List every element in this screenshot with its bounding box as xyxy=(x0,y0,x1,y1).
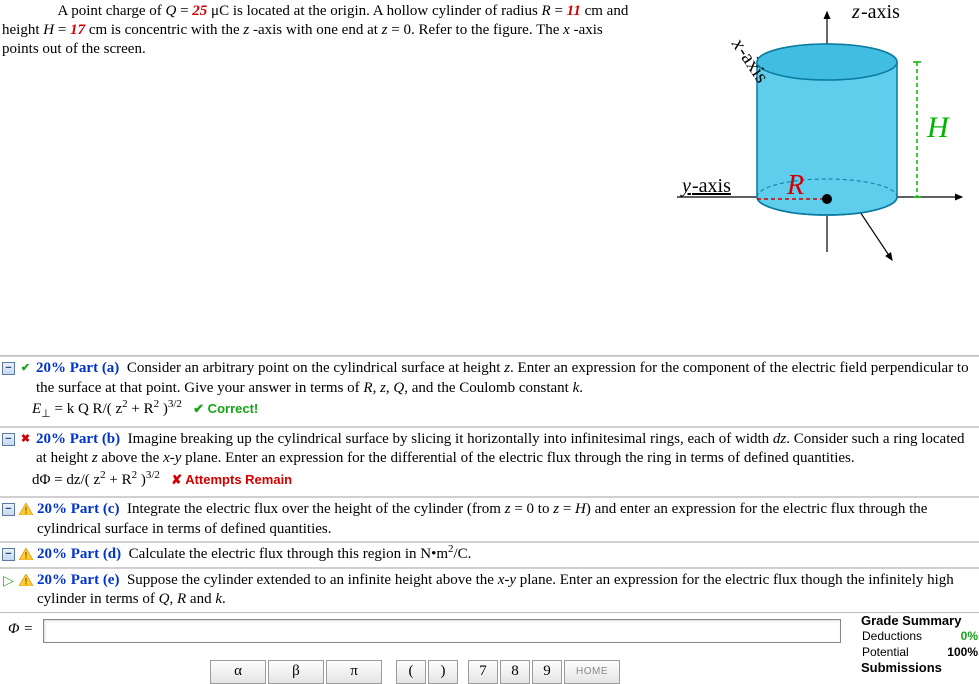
potential-label: Potential xyxy=(861,644,938,660)
correct-status: ✔ Correct! xyxy=(193,401,258,416)
key-beta[interactable]: β xyxy=(268,660,324,684)
part-text: Integrate the electric flux over the hei… xyxy=(37,501,927,537)
text: = xyxy=(554,3,566,19)
check-icon: ✔ xyxy=(19,362,32,375)
part-label: Part (d) xyxy=(71,546,121,562)
svg-text:-axis: -axis xyxy=(692,175,731,197)
z-axis-label: z xyxy=(851,2,860,23)
var-Q: Q xyxy=(165,3,176,19)
part-text: Calculate the electric flux through this… xyxy=(121,546,471,562)
part-d-text: 20% Part (d) Calculate the electric flux… xyxy=(37,545,471,565)
value-Q: 25 xyxy=(192,3,207,19)
answer-area: Φ = Grade Summary Deductions 0% Potentia… xyxy=(0,613,979,660)
key-7[interactable]: 7 xyxy=(468,660,498,684)
warning-icon: ! xyxy=(19,548,33,560)
part-d: − ! 20% Part (d) Calculate the electric … xyxy=(0,542,979,568)
part-label: Part (b) xyxy=(70,431,120,447)
percent: 20% xyxy=(36,431,66,447)
svg-text:y: y xyxy=(680,175,691,197)
part-b: − ✖ 20% Part (b) Imagine breaking up the… xyxy=(0,427,979,498)
submissions-summary: Submissions xyxy=(849,660,979,675)
svg-text:R: R xyxy=(786,170,804,201)
part-text: Suppose the cylinder extended to an infi… xyxy=(37,572,954,608)
part-label: Part (c) xyxy=(71,501,120,517)
answer-lhs: Φ = xyxy=(8,619,43,643)
percent: 20% xyxy=(37,546,67,562)
part-c: − ! 20% Part (c) Integrate the electric … xyxy=(0,497,979,542)
var-H: H xyxy=(43,22,54,38)
summary-title: Grade Summary xyxy=(861,613,979,628)
text: cm is concentric with the xyxy=(89,22,244,38)
collapse-icon[interactable]: − xyxy=(2,362,15,375)
svg-text:-axis: -axis xyxy=(861,2,900,23)
answer-input[interactable] xyxy=(43,619,841,643)
key-alpha[interactable]: α xyxy=(210,660,266,684)
key-lparen[interactable]: ( xyxy=(396,660,426,684)
key-9[interactable]: 9 xyxy=(532,660,562,684)
text: = 0. Refer to the figure. The xyxy=(391,22,563,38)
text: -axis with one end at xyxy=(253,22,382,38)
key-pi[interactable]: π xyxy=(326,660,382,684)
problem-statement: A point charge of Q = 25 μC is located a… xyxy=(0,2,637,58)
part-c-text: 20% Part (c) Integrate the electric flux… xyxy=(37,500,977,539)
part-a: − ✔ 20% Part (a) Consider an arbitrary p… xyxy=(0,356,979,427)
part-e-text: 20% Part (e) Suppose the cylinder extend… xyxy=(37,571,977,610)
collapse-icon[interactable]: − xyxy=(2,548,15,561)
deductions-label: Deductions xyxy=(861,628,938,644)
part-label: Part (a) xyxy=(70,360,120,376)
svg-text:!: ! xyxy=(25,576,28,586)
percent: 20% xyxy=(36,360,66,376)
part-a-answer: E⊥ = k Q R/( z2 + R2 )3/2 ✔ Correct! xyxy=(2,398,977,424)
key-8[interactable]: 8 xyxy=(500,660,530,684)
key-home[interactable]: HOME xyxy=(564,660,620,684)
percent: 20% xyxy=(37,501,67,517)
x-icon: ✖ xyxy=(19,433,32,446)
key-rparen[interactable]: ) xyxy=(428,660,458,684)
var-R: R xyxy=(542,3,551,19)
value-H: 17 xyxy=(70,22,85,38)
text: = xyxy=(180,3,192,19)
part-b-text: 20% Part (b) Imagine breaking up the cyl… xyxy=(36,430,977,469)
var-x: x xyxy=(563,22,570,38)
value-R: 11 xyxy=(567,3,581,19)
var-z: z xyxy=(382,22,388,38)
expand-icon[interactable]: ▷ xyxy=(2,574,15,587)
text: μC is located at the origin. A hollow cy… xyxy=(211,3,541,19)
text: A point charge of xyxy=(57,3,165,19)
warning-icon: ! xyxy=(19,574,33,586)
part-text: Imagine breaking up the cylindrical surf… xyxy=(36,431,965,467)
svg-text:!: ! xyxy=(25,551,28,561)
part-text: Consider an arbitrary point on the cylin… xyxy=(36,360,969,396)
collapse-icon[interactable]: − xyxy=(2,503,15,516)
svg-text:!: ! xyxy=(25,506,28,516)
keypad: α β π ( ) 7 8 9 HOME xyxy=(0,660,849,684)
percent: 20% xyxy=(37,572,67,588)
problem-header: A point charge of Q = 25 μC is located a… xyxy=(0,0,979,356)
keypad-area: α β π ( ) 7 8 9 HOME Submissions xyxy=(0,660,979,684)
deductions-value: 0% xyxy=(938,628,979,644)
part-a-text: 20% Part (a) Consider an arbitrary point… xyxy=(36,359,977,398)
part-b-answer: dΦ = dz/( z2 + R2 )3/2 ✘ Attempts Remain xyxy=(2,469,977,495)
part-e: ▷ ! 20% Part (e) Suppose the cylinder ex… xyxy=(0,568,979,613)
part-label: Part (e) xyxy=(71,572,120,588)
collapse-icon[interactable]: − xyxy=(2,433,15,446)
grade-summary: Grade Summary Deductions 0% Potential 10… xyxy=(849,613,979,660)
attempts-status: ✘ Attempts Remain xyxy=(171,472,292,487)
text: = xyxy=(58,22,70,38)
potential-value: 100% xyxy=(947,645,978,659)
warning-icon: ! xyxy=(19,503,33,515)
var-z: z xyxy=(243,22,249,38)
cylinder-diagram: z -axis y -axis x -axis R H xyxy=(637,2,967,292)
submissions-title: Submissions xyxy=(861,660,979,675)
svg-text:H: H xyxy=(926,111,951,144)
